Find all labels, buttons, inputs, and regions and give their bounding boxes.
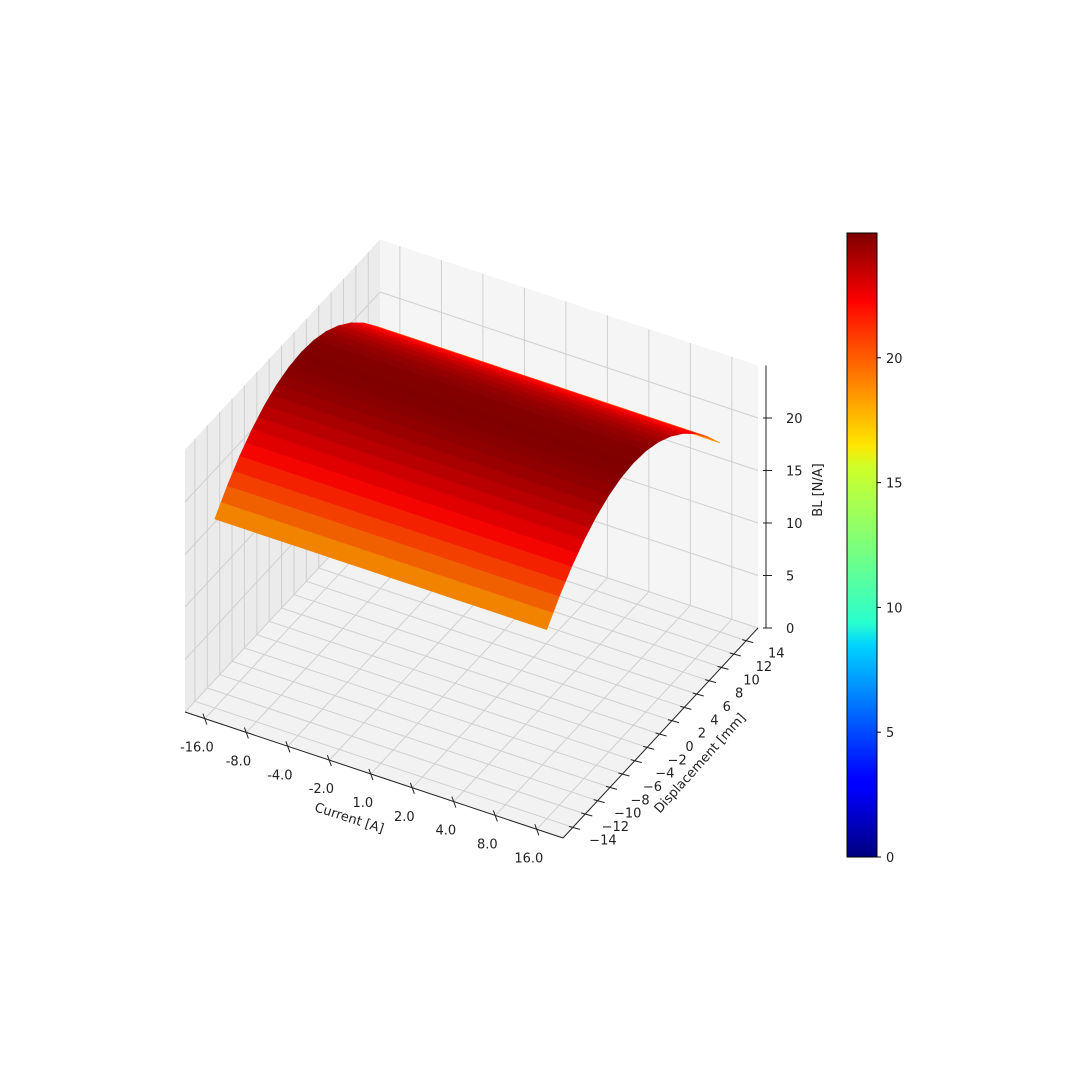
z-axis-label: BL [N/A] [811, 463, 826, 516]
y-tick-mark [568, 825, 581, 830]
x-tick-mark [202, 713, 208, 725]
x-axis-line [184, 711, 564, 839]
colorbar: 0 5 10 15 20 [846, 232, 903, 866]
x-tick-mark [451, 796, 457, 808]
y-tick-mark [667, 719, 680, 724]
y-tick-mark [605, 785, 618, 790]
y-tick-label: −10 [614, 807, 641, 822]
floor-gridline-x [412, 577, 608, 789]
y-tick-label: 6 [723, 700, 731, 715]
x-tick-mark [409, 782, 415, 794]
colorbar-tick-label: 5 [886, 726, 894, 741]
x-tick-label: -2.0 [309, 782, 334, 797]
floor-gridline-y [194, 700, 574, 828]
surface-facet [538, 610, 554, 630]
floor-gridline-y [269, 620, 648, 748]
z-tick-label: 0 [786, 622, 794, 637]
y-tick-label: −4 [655, 767, 674, 782]
y-tick-mark [630, 759, 642, 764]
surface [214, 322, 721, 630]
y-tick-mark [692, 692, 704, 697]
x-tick-mark [492, 810, 498, 822]
floor-gridline-y [231, 660, 611, 788]
y-tick-label: 8 [735, 687, 743, 702]
x-tick-label: -4.0 [267, 768, 292, 783]
floor-gridline-y [256, 634, 635, 762]
y-tick-mark [581, 812, 593, 817]
x-tick-label: 1.0 [353, 796, 374, 811]
floor-gridline-y [244, 647, 623, 775]
colorbar-gradient [846, 232, 878, 858]
y-tick-mark [593, 799, 605, 804]
x-tick-label: 16.0 [514, 851, 543, 866]
axes: -16.0-8.0-4.0-2.01.02.04.08.016.0−14−12−… [180, 365, 803, 866]
z-tick-label: 15 [786, 465, 803, 480]
floor-gridline-x [536, 618, 733, 830]
x-axis-label: Current [A] [313, 800, 386, 837]
x-tick-label: -8.0 [226, 754, 251, 769]
colorbar-tick-label: 15 [886, 477, 903, 492]
x-tick-label: 2.0 [394, 810, 415, 825]
y-tick-label: 14 [768, 647, 785, 662]
floor-gridline-y [306, 580, 685, 708]
y-tick-label: −14 [589, 833, 616, 848]
y-tick-mark [742, 639, 754, 644]
x-tick-mark [368, 768, 374, 781]
y-tick-label: 12 [756, 660, 773, 675]
x-tick-mark [285, 741, 291, 753]
floor-gridline-y [207, 687, 586, 815]
floor-gridline-y [318, 567, 697, 695]
x-tick-mark [326, 754, 332, 767]
colorbar-tick-label: 20 [886, 352, 903, 367]
x-tick-label: 8.0 [477, 837, 498, 852]
y-tick-mark [655, 732, 667, 737]
y-axis-line [562, 627, 759, 839]
z-tick-label: 20 [786, 412, 803, 427]
floor-gridline-y [219, 674, 598, 802]
z-tick-label: 10 [786, 517, 803, 532]
x-tick-mark [243, 727, 249, 739]
colorbar-tick-label: 10 [886, 601, 903, 616]
floor-gridline-y [281, 607, 660, 735]
y-tick-mark [618, 772, 630, 777]
floor-gridline-x [495, 605, 691, 816]
x-tick-label: -16.0 [180, 741, 214, 756]
y-tick-label: −2 [668, 753, 687, 768]
x-tick-label: 4.0 [436, 824, 457, 839]
y-tick-label: −12 [602, 820, 629, 835]
y-tick-label: −6 [643, 780, 662, 795]
y-tick-label: 2 [698, 727, 706, 742]
y-tick-mark [704, 679, 717, 684]
z-tick-label: 5 [786, 570, 794, 585]
colorbar-tick-label: 0 [886, 851, 894, 866]
y-tick-label: 0 [685, 740, 693, 755]
y-tick-label: 4 [710, 713, 718, 728]
y-tick-mark [729, 652, 741, 657]
y-tick-mark [717, 665, 729, 670]
y-tick-label: 10 [743, 673, 760, 688]
floor-gridline-y [293, 594, 673, 722]
x-tick-mark [534, 824, 540, 836]
floor-gridline-x [453, 591, 650, 802]
y-tick-mark [643, 745, 655, 750]
back-wall-gridline-z [379, 291, 759, 419]
y-tick-mark [680, 705, 692, 710]
y-tick-label: −8 [630, 793, 649, 808]
